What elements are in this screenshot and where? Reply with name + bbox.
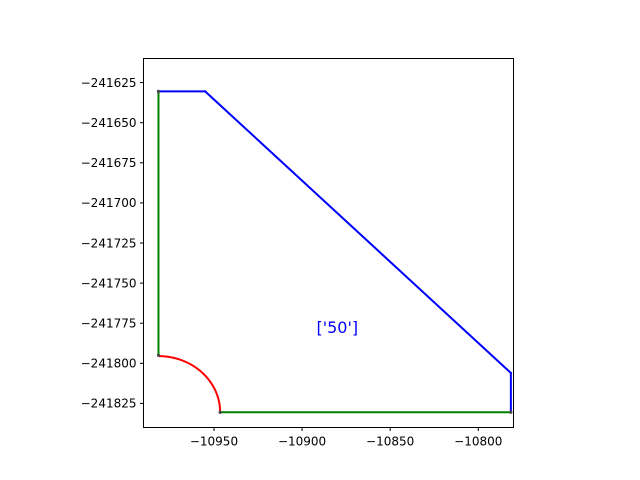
x-axis: −10950 −10900 −10850 −10800 xyxy=(190,427,502,449)
series-layer xyxy=(157,89,513,414)
x-tick-label: −10800 xyxy=(454,435,502,449)
x-tick-label: −10850 xyxy=(366,435,414,449)
y-tick-label: −241800 xyxy=(81,357,137,371)
x-tick-label: −10950 xyxy=(190,435,238,449)
series-arc xyxy=(158,355,222,413)
annotation-label: ['50'] xyxy=(316,318,358,337)
y-tick-label: −241675 xyxy=(81,156,137,170)
x-tick-label: −10900 xyxy=(278,435,326,449)
annotation-layer: ['50'] xyxy=(316,318,358,337)
y-axis: −241625 −241650 −241675 −241700 −241725 −2417… xyxy=(81,76,144,411)
y-tick-label: −241825 xyxy=(81,397,137,411)
series-segment xyxy=(203,89,513,375)
y-tick-label: −241725 xyxy=(81,236,137,250)
vertex-point xyxy=(218,410,222,414)
plot-area xyxy=(143,58,514,428)
vertex-point xyxy=(156,89,161,93)
y-tick-label: −241625 xyxy=(81,76,137,90)
vertex-point xyxy=(509,410,513,414)
vertex-point xyxy=(156,353,161,357)
y-tick-label: −241700 xyxy=(81,196,137,210)
point-layer xyxy=(156,89,513,414)
y-tick-label: −241775 xyxy=(81,317,137,331)
y-tick-label: −241750 xyxy=(81,276,137,290)
y-tick-label: −241650 xyxy=(81,116,137,130)
